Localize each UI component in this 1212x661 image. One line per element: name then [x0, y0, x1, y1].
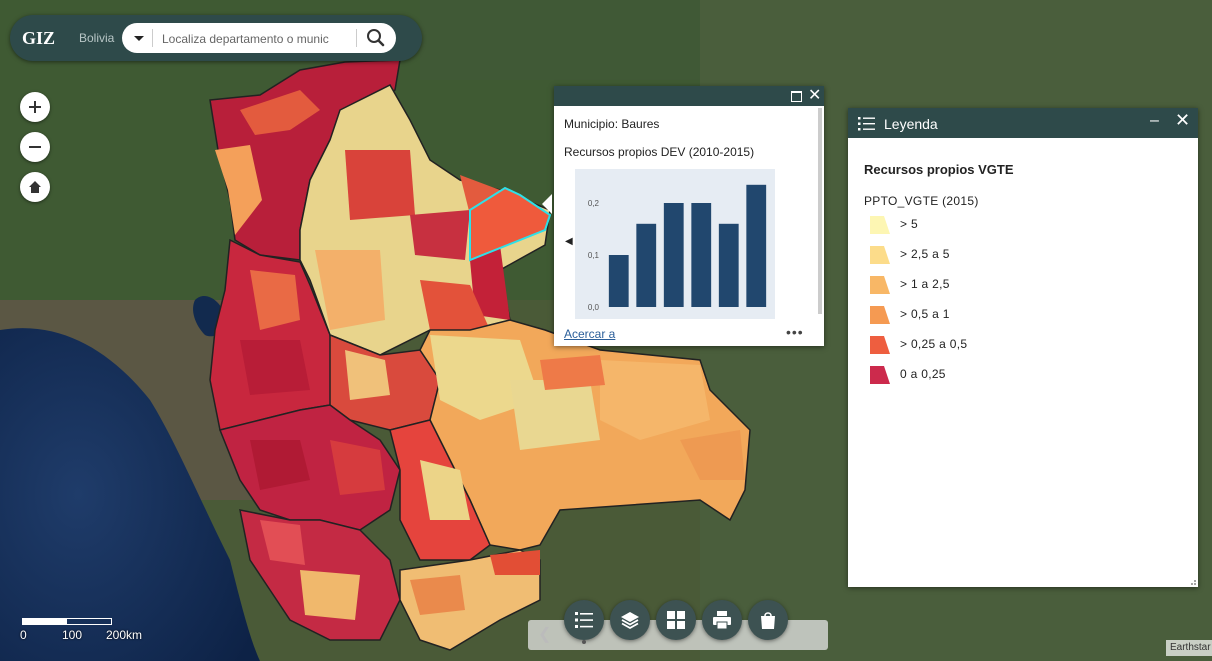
legend-header: Leyenda – ✕	[848, 108, 1198, 138]
popup-header: ✕	[554, 86, 824, 106]
scale-bar-graphic	[22, 618, 112, 625]
bag-icon	[761, 612, 775, 629]
legend-label: > 0,25 a 0,5	[900, 337, 968, 351]
chart-bar[interactable]	[691, 203, 712, 307]
legend-swatch	[870, 276, 890, 294]
y-tick-label: 0,1	[588, 251, 600, 260]
legend-swatch	[870, 366, 890, 384]
toolbar-page-dot[interactable]	[582, 640, 586, 644]
chart-bar[interactable]	[718, 223, 739, 307]
chevron-down-icon	[134, 36, 144, 41]
chevron-left-icon[interactable]: ❮	[538, 626, 552, 643]
info-popup: ✕ Municipio: Baures Recursos propios DEV…	[542, 86, 824, 346]
bar-chart: 0,0 0,1 0,2	[588, 184, 767, 312]
legend-panel: Leyenda – ✕ Recursos propios VGTE PPTO_V…	[848, 108, 1198, 587]
legend-label: 0 a 0,25	[900, 367, 946, 381]
search-input[interactable]	[160, 28, 360, 50]
maximize-icon[interactable]	[791, 91, 802, 102]
layers-icon	[621, 612, 639, 630]
legend-label: > 0,5 a 1	[900, 307, 950, 321]
legend-tool-button[interactable]	[564, 600, 604, 640]
chart-bar[interactable]	[608, 255, 629, 307]
legend-label: > 2,5 a 5	[900, 247, 950, 261]
divider	[152, 29, 153, 47]
home-icon	[29, 181, 41, 193]
print-tool-button[interactable]	[702, 600, 742, 640]
search-source-dropdown[interactable]	[122, 23, 152, 53]
legend-label: > 1 a 2,5	[900, 277, 950, 291]
legend-label: > 5	[900, 217, 918, 231]
plus-icon	[29, 101, 41, 113]
print-icon	[713, 611, 731, 630]
country-label: Bolivia	[79, 31, 115, 45]
search-box	[122, 23, 396, 53]
legend-swatch	[870, 306, 890, 324]
zoom-out-button[interactable]	[20, 132, 50, 162]
scale-label-100: 100	[62, 628, 83, 642]
popup-chart-title: Recursos propios DEV (2010-2015)	[564, 145, 755, 159]
chart-bar[interactable]	[636, 223, 657, 307]
more-options-icon[interactable]: •••	[786, 324, 804, 340]
zoom-in-button[interactable]	[20, 92, 50, 122]
y-tick-label: 0,2	[588, 199, 600, 208]
list-icon	[575, 612, 593, 628]
legend-field-name: PPTO_VGTE (2015)	[864, 194, 979, 208]
resize-handle-icon[interactable]	[1188, 577, 1196, 585]
divider	[356, 29, 357, 47]
chart-bar[interactable]	[746, 184, 767, 307]
close-icon[interactable]: ✕	[808, 87, 822, 104]
minus-icon	[29, 146, 41, 148]
layers-tool-button[interactable]	[610, 600, 650, 640]
legend-swatch	[870, 216, 890, 234]
home-button[interactable]	[20, 172, 50, 202]
chart-prev-icon[interactable]: ◀	[565, 236, 573, 247]
share-tool-button[interactable]	[748, 600, 788, 640]
chart-bar[interactable]	[663, 203, 684, 307]
app-logo: GIZ	[22, 28, 56, 48]
basemap-tool-button[interactable]	[656, 600, 696, 640]
scale-label-0: 0	[20, 628, 27, 642]
scale-label-200: 200km	[106, 628, 143, 642]
app-header: GIZ Bolivia	[10, 15, 422, 61]
legend-swatch	[870, 246, 890, 264]
search-icon	[367, 29, 385, 47]
zoom-to-link[interactable]: Acercar a	[564, 327, 616, 341]
chart-area: 0,0 0,1 0,2	[575, 169, 775, 319]
popup-title: Municipio: Baures	[564, 117, 660, 131]
popup-scrollbar[interactable]	[818, 108, 822, 314]
grid-icon	[667, 611, 685, 629]
attribution: Earthstar	[1166, 640, 1212, 656]
legend-swatch	[870, 336, 890, 354]
list-icon	[858, 117, 875, 131]
popup-pointer	[542, 194, 552, 214]
legend-layer-title: Recursos propios VGTE	[864, 162, 1014, 177]
search-button[interactable]	[362, 25, 390, 51]
minimize-icon[interactable]: –	[1150, 112, 1159, 129]
close-icon[interactable]: ✕	[1175, 110, 1191, 130]
legend-title: Leyenda	[884, 116, 938, 132]
bolivia-map	[209, 59, 751, 651]
y-tick-label: 0,0	[588, 303, 600, 312]
